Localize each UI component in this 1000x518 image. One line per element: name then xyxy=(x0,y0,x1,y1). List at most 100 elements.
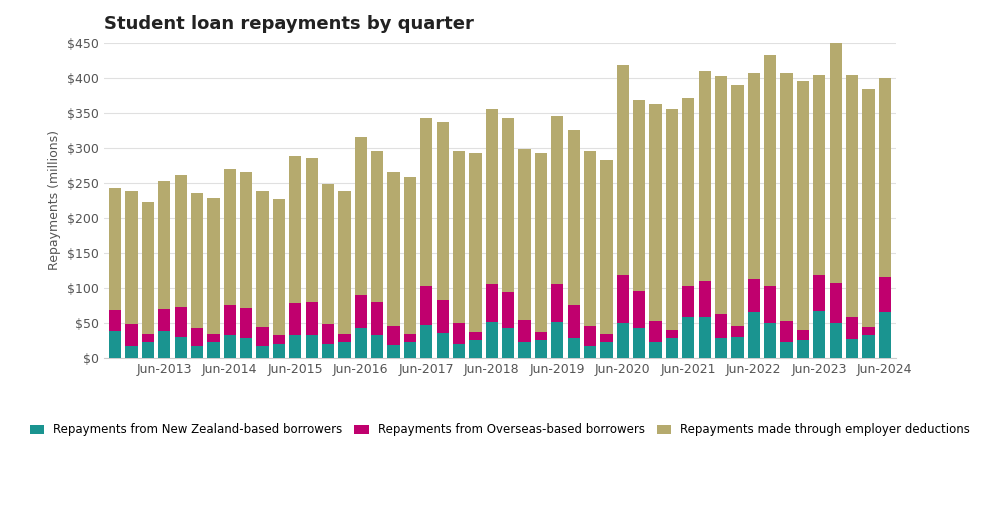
Bar xyxy=(142,203,154,334)
Bar xyxy=(666,330,678,338)
Bar xyxy=(256,191,269,327)
Bar xyxy=(715,338,727,358)
Bar xyxy=(109,310,121,332)
Bar xyxy=(207,334,220,342)
Bar xyxy=(486,284,498,322)
Bar xyxy=(879,312,891,358)
Y-axis label: Repayments (millions): Repayments (millions) xyxy=(48,131,61,270)
Bar xyxy=(224,306,236,336)
Bar xyxy=(322,324,334,344)
Bar xyxy=(175,307,187,337)
Bar xyxy=(256,327,269,346)
Bar xyxy=(780,322,793,342)
Bar xyxy=(207,342,220,358)
Bar xyxy=(764,55,776,286)
Bar xyxy=(633,100,645,291)
Bar xyxy=(797,81,809,330)
Bar xyxy=(371,302,383,335)
Bar xyxy=(420,286,432,325)
Bar xyxy=(535,153,547,332)
Bar xyxy=(469,340,482,358)
Bar xyxy=(879,277,891,312)
Bar xyxy=(289,303,301,336)
Bar xyxy=(256,346,269,358)
Bar xyxy=(617,65,629,275)
Legend: Repayments from New Zealand-based borrowers, Repayments from Overseas-based borr: Repayments from New Zealand-based borrow… xyxy=(24,418,976,442)
Bar xyxy=(338,342,351,358)
Bar xyxy=(387,171,400,326)
Bar xyxy=(240,308,252,338)
Bar xyxy=(568,338,580,358)
Bar xyxy=(535,340,547,358)
Bar xyxy=(731,326,744,337)
Bar xyxy=(682,286,694,317)
Bar xyxy=(387,326,400,346)
Bar xyxy=(699,281,711,317)
Bar xyxy=(142,342,154,358)
Bar xyxy=(387,346,400,358)
Bar xyxy=(780,73,793,322)
Bar xyxy=(355,328,367,358)
Bar xyxy=(813,275,825,311)
Bar xyxy=(846,339,858,358)
Bar xyxy=(502,119,514,292)
Bar xyxy=(273,344,285,358)
Bar xyxy=(207,197,220,334)
Bar xyxy=(289,155,301,303)
Bar xyxy=(437,300,449,334)
Bar xyxy=(158,332,170,358)
Bar xyxy=(617,323,629,358)
Bar xyxy=(502,328,514,358)
Bar xyxy=(289,336,301,358)
Bar xyxy=(518,342,531,358)
Bar xyxy=(453,323,465,344)
Bar xyxy=(699,71,711,281)
Bar xyxy=(306,302,318,335)
Bar xyxy=(125,324,138,346)
Bar xyxy=(862,336,875,358)
Bar xyxy=(551,116,563,284)
Bar xyxy=(584,346,596,358)
Bar xyxy=(551,284,563,322)
Bar xyxy=(600,161,613,334)
Bar xyxy=(666,338,678,358)
Bar xyxy=(469,332,482,340)
Bar xyxy=(846,75,858,316)
Bar xyxy=(240,338,252,358)
Bar xyxy=(830,283,842,323)
Bar xyxy=(862,327,875,336)
Bar xyxy=(453,151,465,323)
Bar xyxy=(600,334,613,342)
Bar xyxy=(518,320,531,342)
Bar xyxy=(649,104,662,321)
Bar xyxy=(404,177,416,334)
Bar xyxy=(633,328,645,358)
Bar xyxy=(338,334,351,342)
Bar xyxy=(371,151,383,302)
Bar xyxy=(355,137,367,295)
Bar xyxy=(191,346,203,358)
Bar xyxy=(584,326,596,346)
Bar xyxy=(322,184,334,324)
Bar xyxy=(224,336,236,358)
Bar xyxy=(797,330,809,340)
Bar xyxy=(600,342,613,358)
Bar xyxy=(780,342,793,358)
Bar xyxy=(862,89,875,327)
Bar xyxy=(175,175,187,307)
Bar xyxy=(486,109,498,284)
Bar xyxy=(846,316,858,339)
Bar xyxy=(191,328,203,346)
Bar xyxy=(715,314,727,338)
Bar xyxy=(535,332,547,340)
Bar xyxy=(649,342,662,358)
Bar xyxy=(699,317,711,358)
Bar xyxy=(420,119,432,286)
Bar xyxy=(748,73,760,280)
Bar xyxy=(748,280,760,312)
Bar xyxy=(371,335,383,358)
Bar xyxy=(764,323,776,358)
Bar xyxy=(109,332,121,358)
Bar xyxy=(830,323,842,358)
Bar xyxy=(486,322,498,358)
